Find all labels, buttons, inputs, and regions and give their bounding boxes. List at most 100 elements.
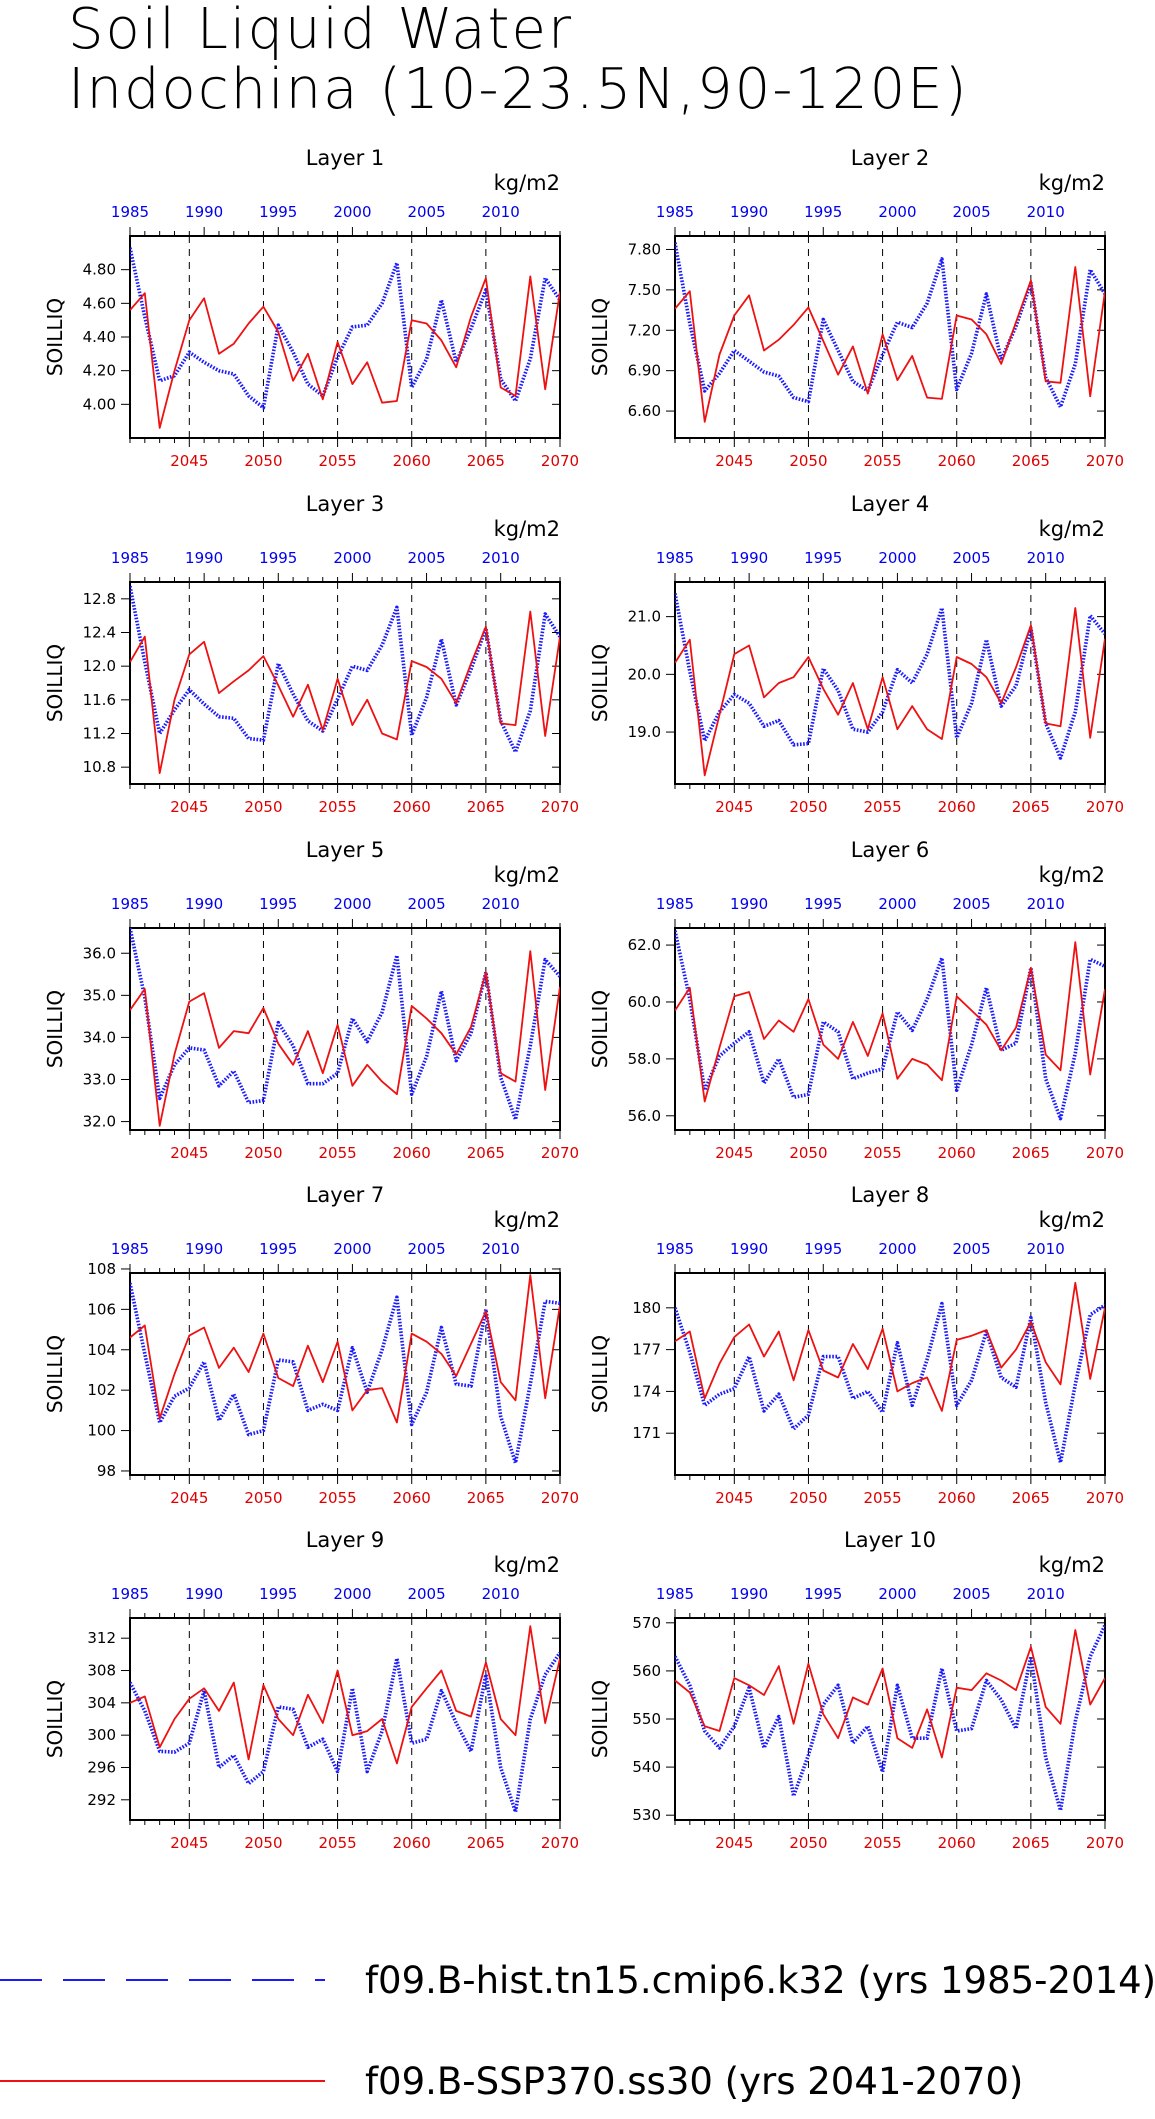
y-tick-label: 174 bbox=[632, 1382, 661, 1400]
title-line-1: Soil Liquid Water bbox=[68, 0, 573, 62]
panel-2: 1985 1990 1995 2000 2005 2010 2045 2050 2055 2060… bbox=[588, 146, 1124, 470]
units-label: kg/m2 bbox=[494, 1553, 560, 1577]
y-tick-label: 560 bbox=[632, 1662, 661, 1680]
y-tick-label: 300 bbox=[87, 1726, 116, 1744]
x-bottom-tick-label: 2065 bbox=[467, 452, 505, 470]
y-tick-label: 19.0 bbox=[628, 723, 661, 741]
series-hist-line bbox=[675, 242, 1105, 409]
series-ssp-line bbox=[675, 1281, 1105, 1412]
x-bottom-tick-label: 2055 bbox=[318, 1834, 356, 1852]
series-hist-line bbox=[130, 928, 560, 1122]
x-top-tick-label: 2010 bbox=[1027, 1585, 1065, 1603]
y-axis-label: SOILLIQ bbox=[43, 1335, 67, 1413]
panel-4: 1985 1990 1995 2000 2005 2010 2045 2050 2055 2060… bbox=[588, 492, 1124, 816]
x-top-tick-label: 2000 bbox=[333, 203, 371, 221]
panel-title: Layer 7 bbox=[306, 1183, 385, 1207]
panel-1: 1985 1990 1995 2000 2005 2010 2045 2050 2055 2060… bbox=[43, 146, 579, 470]
x-bottom-tick-label: 2060 bbox=[938, 1489, 976, 1507]
plot-frame bbox=[129, 1272, 561, 1476]
plot-frame bbox=[674, 1617, 1106, 1821]
y-tick-label: 12.8 bbox=[83, 590, 116, 608]
y-tick-label: 60.0 bbox=[628, 993, 661, 1011]
x-bottom-tick-label: 2045 bbox=[170, 798, 208, 816]
y-tick-label: 35.0 bbox=[83, 986, 116, 1004]
x-top-tick-label: 1990 bbox=[185, 1240, 223, 1258]
x-top-tick-label: 2010 bbox=[1027, 203, 1065, 221]
x-top-tick-label: 2010 bbox=[1027, 1240, 1065, 1258]
x-bottom-tick-label: 2065 bbox=[467, 1144, 505, 1162]
x-bottom-tick-label: 2070 bbox=[1086, 1489, 1124, 1507]
panel-title: Layer 8 bbox=[851, 1183, 930, 1207]
panel-5: 1985 1990 1995 2000 2005 2010 2045 2050 2055 2060… bbox=[43, 838, 579, 1162]
series-ssp-line bbox=[675, 941, 1105, 1103]
x-top-tick-label: 2000 bbox=[333, 1585, 371, 1603]
x-bottom-tick-label: 2050 bbox=[789, 1144, 827, 1162]
series-hist-line bbox=[130, 247, 560, 410]
panel-title: Layer 6 bbox=[851, 838, 930, 862]
x-bottom-tick-label: 2065 bbox=[1012, 1144, 1050, 1162]
x-bottom-tick-label: 2050 bbox=[789, 452, 827, 470]
x-bottom-tick-label: 2060 bbox=[938, 452, 976, 470]
y-tick-label: 6.60 bbox=[628, 402, 661, 420]
y-tick-label: 6.90 bbox=[628, 362, 661, 380]
x-bottom-tick-label: 2060 bbox=[393, 1834, 431, 1852]
x-top-tick-label: 2005 bbox=[952, 1240, 990, 1258]
x-bottom-tick-label: 2065 bbox=[467, 798, 505, 816]
units-label: kg/m2 bbox=[494, 171, 560, 195]
x-top-tick-label: 1985 bbox=[111, 1585, 149, 1603]
x-top-tick-label: 2005 bbox=[407, 1585, 445, 1603]
x-bottom-tick-label: 2055 bbox=[318, 798, 356, 816]
x-bottom-tick-label: 2065 bbox=[1012, 798, 1050, 816]
y-tick-label: 7.20 bbox=[628, 321, 661, 339]
series-ssp-line bbox=[130, 1274, 560, 1424]
x-top-tick-label: 2010 bbox=[482, 895, 520, 913]
x-top-tick-label: 1995 bbox=[259, 203, 297, 221]
x-bottom-tick-label: 2070 bbox=[541, 452, 579, 470]
x-bottom-tick-label: 2065 bbox=[1012, 1834, 1050, 1852]
series-hist-line bbox=[675, 1624, 1105, 1813]
units-label: kg/m2 bbox=[494, 863, 560, 887]
x-bottom-tick-label: 2070 bbox=[541, 1144, 579, 1162]
y-tick-label: 4.00 bbox=[83, 395, 116, 413]
y-tick-label: 100 bbox=[87, 1422, 116, 1440]
y-tick-label: 21.0 bbox=[628, 608, 661, 626]
x-bottom-tick-label: 2045 bbox=[715, 1834, 753, 1852]
y-axis-label: SOILLIQ bbox=[588, 1680, 612, 1758]
y-tick-label: 62.0 bbox=[628, 936, 661, 954]
units-label: kg/m2 bbox=[1039, 517, 1105, 541]
y-tick-label: 34.0 bbox=[83, 1028, 116, 1046]
units-label: kg/m2 bbox=[1039, 863, 1105, 887]
x-top-tick-label: 1990 bbox=[730, 1240, 768, 1258]
y-tick-label: 12.0 bbox=[83, 657, 116, 675]
x-top-tick-label: 1990 bbox=[185, 203, 223, 221]
plot-frame bbox=[674, 1272, 1106, 1476]
x-bottom-tick-label: 2060 bbox=[393, 1489, 431, 1507]
y-tick-label: 12.4 bbox=[83, 624, 116, 642]
y-tick-label: 58.0 bbox=[628, 1050, 661, 1068]
y-axis-label: SOILLIQ bbox=[588, 1335, 612, 1413]
x-bottom-tick-label: 2060 bbox=[938, 1144, 976, 1162]
x-top-tick-label: 1985 bbox=[656, 1585, 694, 1603]
x-top-tick-label: 1985 bbox=[656, 1240, 694, 1258]
x-bottom-tick-label: 2055 bbox=[863, 1834, 901, 1852]
y-axis-label: SOILLIQ bbox=[588, 298, 612, 376]
units-label: kg/m2 bbox=[1039, 1553, 1105, 1577]
x-bottom-tick-label: 2045 bbox=[170, 1834, 208, 1852]
x-top-tick-label: 1990 bbox=[185, 1585, 223, 1603]
panel-8: 1985 1990 1995 2000 2005 2010 2045 2050 2055 2060… bbox=[588, 1183, 1124, 1507]
x-top-tick-label: 2000 bbox=[333, 549, 371, 567]
series-hist-line bbox=[130, 585, 560, 754]
x-top-tick-label: 2010 bbox=[482, 1585, 520, 1603]
x-top-tick-label: 1985 bbox=[111, 549, 149, 567]
panel-6: 1985 1990 1995 2000 2005 2010 2045 2050 2055 2060… bbox=[588, 838, 1124, 1162]
y-tick-label: 7.50 bbox=[628, 281, 661, 299]
x-top-tick-label: 1990 bbox=[730, 1585, 768, 1603]
panel-title: Layer 9 bbox=[306, 1528, 385, 1552]
x-top-tick-label: 2000 bbox=[878, 203, 916, 221]
x-bottom-tick-label: 2070 bbox=[541, 1489, 579, 1507]
y-tick-label: 171 bbox=[632, 1424, 661, 1442]
legend-ssp-label: f09.B-SSP370.ss30 (yrs 2041-2070) bbox=[365, 2060, 1023, 2103]
y-tick-label: 20.0 bbox=[628, 665, 661, 683]
x-bottom-tick-label: 2050 bbox=[789, 1489, 827, 1507]
x-bottom-tick-label: 2050 bbox=[244, 1489, 282, 1507]
